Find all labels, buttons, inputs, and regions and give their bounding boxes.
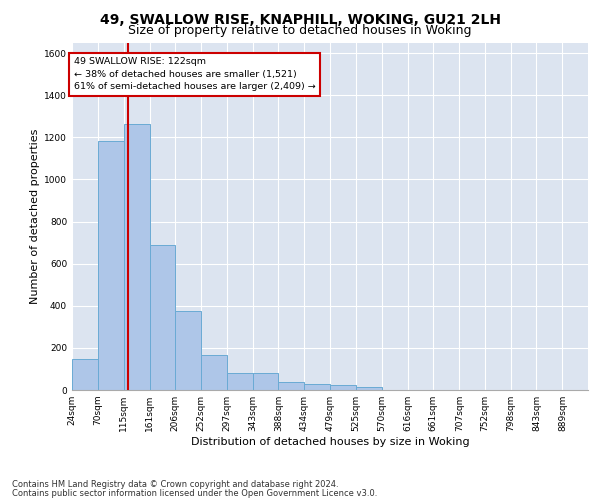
Bar <box>330 386 356 390</box>
Bar <box>98 142 124 390</box>
Bar <box>227 373 253 390</box>
Y-axis label: Number of detached properties: Number of detached properties <box>30 128 40 304</box>
Bar <box>278 382 304 390</box>
Bar <box>124 124 149 390</box>
X-axis label: Distribution of detached houses by size in Woking: Distribution of detached houses by size … <box>191 437 469 447</box>
Text: Contains public sector information licensed under the Open Government Licence v3: Contains public sector information licen… <box>12 488 377 498</box>
Bar <box>201 355 227 390</box>
Text: Contains HM Land Registry data © Crown copyright and database right 2024.: Contains HM Land Registry data © Crown c… <box>12 480 338 489</box>
Text: 49 SWALLOW RISE: 122sqm
← 38% of detached houses are smaller (1,521)
61% of semi: 49 SWALLOW RISE: 122sqm ← 38% of detache… <box>74 57 316 91</box>
Bar <box>356 388 382 390</box>
Bar <box>253 373 278 390</box>
Text: Size of property relative to detached houses in Woking: Size of property relative to detached ho… <box>128 24 472 37</box>
Text: 49, SWALLOW RISE, KNAPHILL, WOKING, GU21 2LH: 49, SWALLOW RISE, KNAPHILL, WOKING, GU21… <box>100 12 500 26</box>
Bar <box>175 311 201 390</box>
Bar <box>304 384 330 390</box>
Bar <box>149 244 175 390</box>
Bar <box>72 359 98 390</box>
